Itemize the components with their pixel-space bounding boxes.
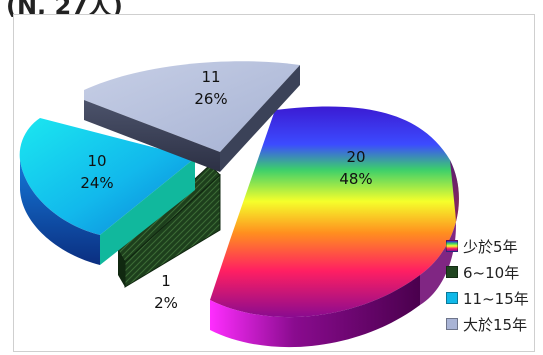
slice-value-6-10-years: 1 (161, 272, 171, 290)
legend-swatch-6-10-years (446, 266, 458, 278)
slice-label-more-than-15-years: 11 26% (186, 66, 236, 110)
slice-value-more-than-15-years: 11 (201, 68, 221, 86)
pie-slice-less-than-5-years (210, 106, 459, 348)
legend-swatch-more-than-15-years (446, 318, 458, 330)
legend-label-6-10-years: 6~10年 (463, 263, 520, 282)
slice-percent-6-10-years: 2% (154, 294, 178, 312)
slice-label-11-15-years: 10 24% (72, 150, 122, 194)
pie-slice-more-than-15-years (84, 61, 300, 172)
legend-item-more-than-15-years: 大於15年 (446, 311, 543, 337)
legend-item-11-15-years: 11~15年 (446, 285, 543, 311)
slice-percent-11-15-years: 24% (80, 174, 114, 192)
chart-legend: 少於5年 6~10年 11~15年 大於15年 (446, 233, 543, 337)
slice-percent-more-than-15-years: 26% (194, 90, 228, 108)
slice-label-6-10-years: 1 2% (146, 270, 186, 314)
slice-value-less-than-5-years: 20 (346, 148, 366, 166)
legend-swatch-less-than-5-years (446, 240, 458, 252)
legend-item-6-10-years: 6~10年 (446, 259, 543, 285)
legend-swatch-11-15-years (446, 292, 458, 304)
slice-value-11-15-years: 10 (87, 152, 107, 170)
legend-label-less-than-5-years: 少於5年 (463, 237, 518, 256)
legend-item-less-than-5-years: 少於5年 (446, 233, 543, 259)
slice-percent-less-than-5-years: 48% (339, 170, 373, 188)
pie-slice-11-15-years (19, 118, 195, 265)
legend-label-more-than-15-years: 大於15年 (463, 315, 528, 334)
legend-label-11-15-years: 11~15年 (463, 289, 529, 308)
slice-label-less-than-5-years: 20 48% (326, 146, 386, 190)
